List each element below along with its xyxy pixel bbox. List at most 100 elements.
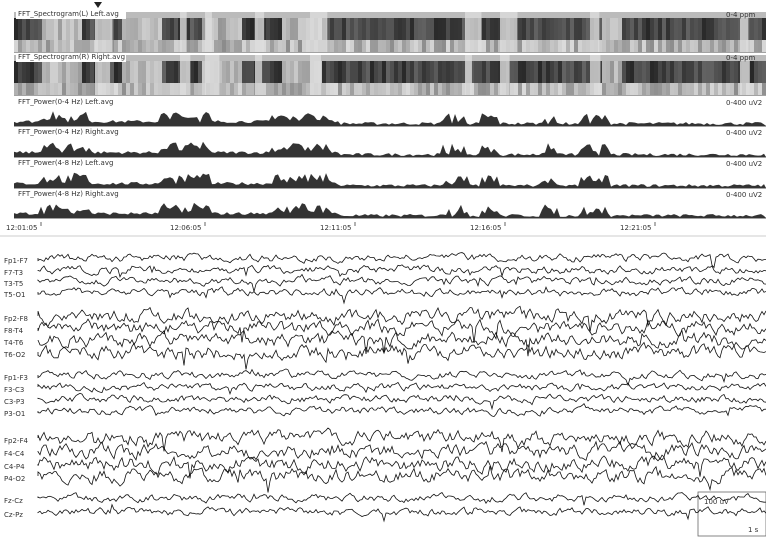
spectrogram-cell bbox=[278, 83, 282, 95]
spectrogram-cell bbox=[438, 61, 442, 83]
spectrogram-cell bbox=[446, 40, 450, 52]
spectrogram-cell bbox=[358, 83, 362, 95]
artifact-band bbox=[500, 12, 517, 52]
spectrogram-cell bbox=[262, 61, 266, 83]
spectrogram-cell bbox=[290, 40, 294, 52]
spectrogram-cell bbox=[482, 18, 486, 40]
artifact-band bbox=[465, 12, 481, 52]
spectrogram-cell bbox=[730, 83, 734, 95]
spectrogram-cell bbox=[558, 83, 562, 95]
spectrogram-cell bbox=[638, 61, 642, 83]
spectrogram-cell bbox=[402, 18, 406, 40]
spectrogram-cell bbox=[694, 40, 698, 52]
spectrogram-cell bbox=[386, 40, 390, 52]
spectrogram-cell bbox=[414, 61, 418, 83]
spectrogram-cell bbox=[390, 61, 394, 83]
spectrogram-cell bbox=[634, 18, 638, 40]
spectrogram-cell bbox=[242, 61, 246, 83]
spectrogram-cell bbox=[586, 83, 590, 95]
spectrogram-cell bbox=[694, 18, 698, 40]
spectrogram-cell bbox=[418, 61, 422, 83]
spectrogram-cell bbox=[606, 18, 610, 40]
spectrogram-cell bbox=[282, 40, 286, 52]
spectrogram-cell bbox=[274, 18, 278, 40]
channel-label: Fp1-F7 bbox=[4, 257, 28, 265]
spectrogram-cell bbox=[682, 18, 686, 40]
spectrogram-cell bbox=[418, 18, 422, 40]
spectrogram-cell bbox=[334, 18, 338, 40]
panel-scale: 0-4 ppm bbox=[726, 54, 756, 62]
spectrogram-cell bbox=[118, 40, 122, 52]
panel-label: FFT_Power(0-4 Hz) Left.avg bbox=[18, 98, 113, 106]
spectrogram-cell bbox=[306, 40, 310, 52]
spectrogram-cell bbox=[442, 61, 446, 83]
spectrogram-cell bbox=[534, 40, 538, 52]
spectrogram-cell bbox=[518, 40, 522, 52]
spectrogram-cell bbox=[66, 61, 70, 83]
spectrogram-cell bbox=[382, 40, 386, 52]
spectrogram-cell bbox=[18, 18, 22, 40]
spectrogram-cell bbox=[550, 83, 554, 95]
spectrogram-cell bbox=[542, 61, 546, 83]
spectrogram-cell bbox=[230, 61, 234, 83]
spectrogram-cell bbox=[490, 61, 494, 83]
spectrogram-cell bbox=[670, 83, 674, 95]
spectrogram-cell bbox=[690, 83, 694, 95]
spectrogram-cell bbox=[486, 83, 490, 95]
spectrogram-cell bbox=[138, 83, 142, 95]
spectrogram-cell bbox=[582, 83, 586, 95]
spectrogram-cell bbox=[682, 40, 686, 52]
power-trend bbox=[14, 111, 766, 126]
spectrogram bbox=[14, 18, 766, 52]
spectrogram-cell bbox=[70, 61, 74, 83]
spectrogram-cell bbox=[730, 61, 734, 83]
spectrogram-cell bbox=[490, 40, 494, 52]
spectrogram-cell bbox=[394, 61, 398, 83]
spectrogram-cell bbox=[398, 40, 402, 52]
spectrogram-cell bbox=[494, 83, 498, 95]
spectrogram-cell bbox=[18, 40, 22, 52]
panel-scale: 0-400 uV2 bbox=[726, 160, 762, 168]
spectrogram-cell bbox=[58, 40, 62, 52]
spectrogram-cell bbox=[550, 18, 554, 40]
spectrogram-cell bbox=[86, 61, 90, 83]
spectrogram-cell bbox=[66, 40, 70, 52]
spectrogram-cell bbox=[674, 83, 678, 95]
spectrogram-cell bbox=[530, 40, 534, 52]
spectrogram-cell bbox=[494, 18, 498, 40]
spectrogram-cell bbox=[706, 83, 710, 95]
spectrogram-cell bbox=[298, 83, 302, 95]
power-trend bbox=[14, 173, 766, 188]
spectrogram-cell bbox=[530, 61, 534, 83]
spectrogram-cell bbox=[194, 61, 198, 83]
spectrogram-cell bbox=[366, 61, 370, 83]
time-label: 12:16:05 bbox=[470, 224, 501, 232]
time-label: 12:21:05 bbox=[620, 224, 651, 232]
spectrogram-cell bbox=[194, 83, 198, 95]
spectrogram-cell bbox=[30, 40, 34, 52]
spectrogram-cell bbox=[430, 18, 434, 40]
spectrogram-cell bbox=[570, 61, 574, 83]
spectrogram-cell bbox=[238, 40, 242, 52]
eeg-trace bbox=[38, 456, 766, 479]
spectrogram-cell bbox=[674, 40, 678, 52]
spectrogram-cell bbox=[398, 18, 402, 40]
spectrogram-cell bbox=[686, 83, 690, 95]
panel-label: FFT_Spectrogram(L) Left.avg bbox=[18, 10, 119, 18]
spectrogram-cell bbox=[54, 40, 58, 52]
spectrogram-cell bbox=[434, 61, 438, 83]
spectrogram-cell bbox=[642, 40, 646, 52]
spectrogram-cell bbox=[50, 40, 54, 52]
spectrogram-cell bbox=[198, 61, 202, 83]
spectrogram-cell bbox=[446, 83, 450, 95]
channel-label: T6-O2 bbox=[3, 351, 25, 359]
spectrogram-cell bbox=[562, 40, 566, 52]
spectrogram-cell bbox=[246, 40, 250, 52]
spectrogram-cell bbox=[486, 18, 490, 40]
spectrogram-cell bbox=[62, 61, 66, 83]
spectrogram-cell bbox=[626, 18, 630, 40]
spectrogram-cell bbox=[682, 83, 686, 95]
spectrogram-cell bbox=[358, 61, 362, 83]
spectrogram-cell bbox=[574, 40, 578, 52]
spectrogram-cell bbox=[218, 40, 222, 52]
